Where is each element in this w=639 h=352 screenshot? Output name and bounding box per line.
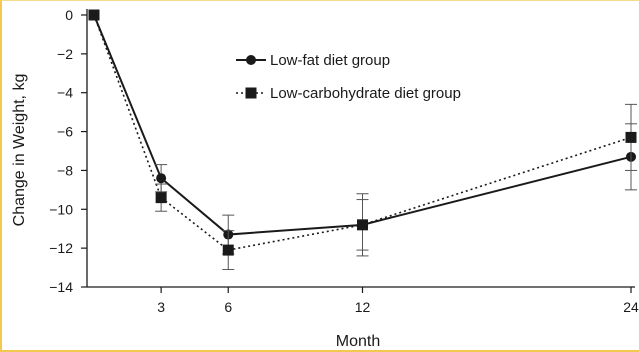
y-tick-label: −8 xyxy=(57,162,73,178)
x-tick-label: 12 xyxy=(355,299,371,315)
y-tick-label: −6 xyxy=(57,124,73,140)
y-tick-label: −14 xyxy=(49,279,73,295)
legend-marker xyxy=(246,55,256,65)
chart-ticks: 0 −2 −4 −6 −8 −10 −12 −14 3 6 12 24 xyxy=(49,7,639,315)
legend-label: Low-fat diet group xyxy=(270,52,390,69)
legend-entry-1: Low-fat diet group xyxy=(236,52,390,69)
data-point xyxy=(357,219,368,231)
y-tick-label: −10 xyxy=(49,201,73,217)
data-point xyxy=(156,173,167,184)
legend-label: Low-carbohydrate diet group xyxy=(270,85,461,102)
chart-legend: Low-fat diet group Low-carbohydrate diet … xyxy=(236,52,461,102)
x-tick-label: 24 xyxy=(623,299,639,315)
legend-entry-2: Low-carbohydrate diet group xyxy=(236,85,461,102)
x-tick-label: 6 xyxy=(224,299,232,315)
y-tick-label: −12 xyxy=(49,240,73,256)
y-tick-label: 0 xyxy=(65,7,73,23)
chart-axes xyxy=(86,9,635,288)
data-point xyxy=(88,9,100,21)
y-tick-label: −2 xyxy=(57,46,73,62)
chart-plot-area xyxy=(88,9,637,271)
x-tick-label: 3 xyxy=(157,299,165,315)
series-line xyxy=(93,14,632,251)
x-axis-title: Month xyxy=(336,333,380,350)
series-2 xyxy=(88,9,637,271)
legend-marker xyxy=(245,87,257,99)
data-point xyxy=(625,131,637,143)
data-point xyxy=(222,244,234,256)
y-tick-label: −4 xyxy=(57,85,73,101)
y-axis-title: Change in Weight, kg xyxy=(11,74,28,227)
data-point xyxy=(155,192,167,204)
